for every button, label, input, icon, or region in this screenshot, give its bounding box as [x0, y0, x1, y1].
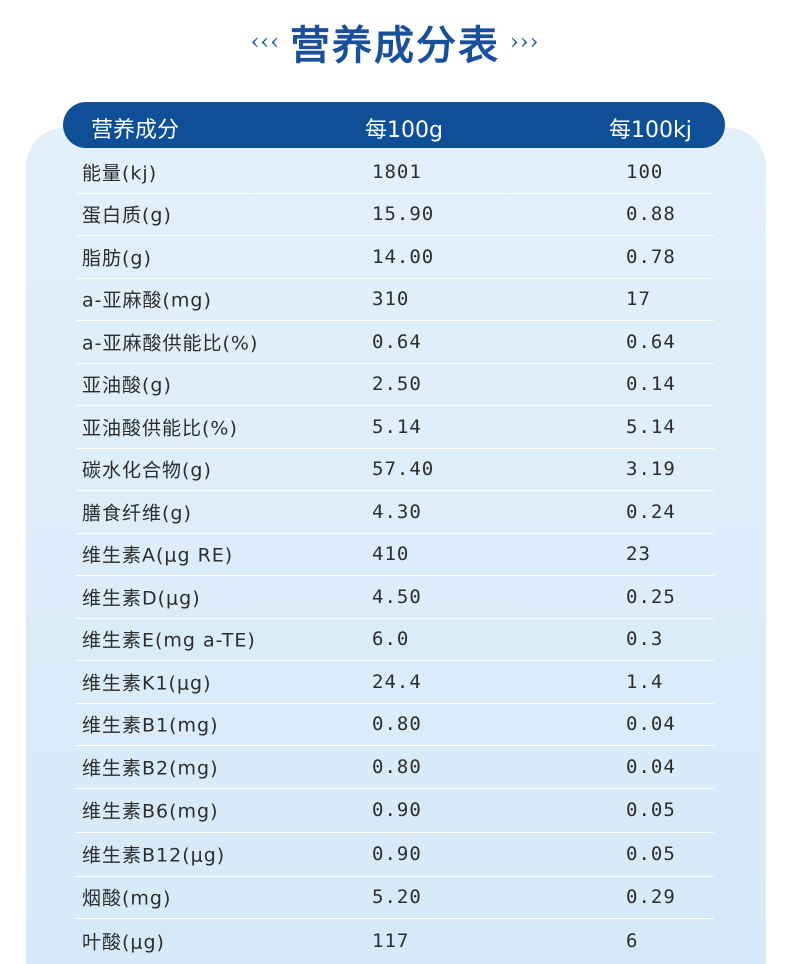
value-per-100g: 0.90	[372, 843, 422, 865]
value-per-100g: 1801	[372, 160, 422, 183]
table-row: 能量(kj) 1801 100	[76, 150, 714, 194]
table-row: 维生素K1(μg) 24.4 1.4	[76, 660, 714, 704]
value-per-100g: 5.20	[372, 886, 422, 908]
value-per-100g: 0.80	[372, 755, 422, 778]
table-row: 烟酸(mg) 5.20 0.29	[76, 876, 714, 919]
value-per-100kj: 3.19	[626, 458, 676, 480]
nutrient-name: 维生素K1(μg)	[82, 672, 212, 694]
table-row: 维生素B12(μg) 0.90 0.05	[76, 832, 714, 877]
nutrient-name: 叶酸(μg)	[82, 931, 165, 954]
table-row: 维生素B2(mg) 0.80 0.04	[76, 745, 714, 789]
value-per-100kj: 0.29	[626, 886, 676, 908]
nutrient-name: 维生素A(μg RE)	[82, 544, 234, 567]
nutrient-name: 亚油酸(g)	[82, 374, 172, 397]
value-per-100kj: 0.88	[626, 203, 676, 225]
value-per-100kj: 100	[626, 160, 664, 183]
value-per-100kj: 1.4	[626, 670, 664, 693]
value-per-100kj: 0.78	[626, 245, 676, 268]
table-row: 维生素D(μg) 4.50 0.25	[76, 575, 714, 619]
table-row: 维生素A(μg RE) 410 23	[76, 533, 714, 576]
value-per-100kj: 0.04	[626, 755, 676, 778]
nutrient-name: 维生素B1(mg)	[82, 714, 219, 737]
header-per-100g: 每100g	[365, 118, 443, 143]
value-per-100g: 24.4	[372, 670, 422, 693]
table-row: a-亚麻酸(mg) 310 17	[76, 278, 714, 321]
value-per-100kj: 0.05	[626, 799, 676, 821]
value-per-100g: 310	[372, 288, 410, 310]
table-row: 脂肪(g) 14.00 0.78	[76, 235, 714, 279]
value-per-100kj: 0.14	[626, 373, 676, 395]
nutrient-name: 维生素B2(mg)	[82, 757, 219, 779]
nutrient-name: a-亚麻酸(mg)	[82, 289, 212, 312]
nutrient-name: 维生素E(mg a-TE)	[82, 629, 256, 652]
nutrient-name: a-亚麻酸供能比(%)	[82, 332, 259, 354]
value-per-100kj: 17	[626, 288, 651, 310]
table-row: 维生素E(mg a-TE) 6.0 0.3	[76, 618, 714, 661]
value-per-100g: 0.80	[372, 713, 422, 735]
nutrient-name: 维生素B6(mg)	[82, 800, 219, 823]
nutrient-name: 脂肪(g)	[82, 247, 152, 269]
header-nutrient: 营养成分	[91, 118, 180, 143]
value-per-100kj: 0.05	[626, 843, 676, 865]
table-row: 膳食纤维(g) 4.30 0.24	[76, 490, 714, 534]
value-per-100g: 14.00	[372, 245, 435, 268]
table-header: 营养成分 每100g 每100kj	[63, 102, 725, 148]
table-row: a-亚麻酸供能比(%) 0.64 0.64	[76, 320, 714, 364]
table-row: 叶酸(μg) 117 6	[76, 918, 714, 964]
value-per-100kj: 0.24	[626, 500, 676, 523]
value-per-100kj: 0.04	[626, 713, 676, 735]
table-row: 维生素B1(mg) 0.80 0.04	[76, 703, 714, 746]
page-title: 营养成分表	[290, 23, 500, 69]
value-per-100kj: 23	[626, 543, 651, 565]
value-per-100g: 6.0	[372, 628, 410, 650]
value-per-100kj: 0.3	[626, 628, 664, 650]
nutrient-name: 烟酸(mg)	[82, 887, 172, 910]
nutrient-name: 维生素D(μg)	[82, 587, 201, 609]
value-per-100g: 410	[372, 543, 410, 565]
page-title-block: ‹‹‹ 营养成分表 ›››	[0, 14, 790, 70]
table-row: 亚油酸供能比(%) 5.14 5.14	[76, 405, 714, 449]
table-row: 碳水化合物(g) 57.40 3.19	[76, 448, 714, 491]
value-per-100g: 117	[372, 930, 410, 952]
nutrient-name: 亚油酸供能比(%)	[82, 417, 238, 439]
table-row: 蛋白质(g) 15.90 0.88	[76, 193, 714, 236]
value-per-100kj: 5.14	[626, 415, 676, 438]
value-per-100g: 57.40	[372, 458, 435, 480]
table-panel	[26, 128, 766, 964]
value-per-100g: 15.90	[372, 203, 435, 225]
value-per-100g: 4.30	[372, 500, 422, 523]
value-per-100kj: 0.64	[626, 330, 676, 353]
chevrons-right-icon: ›››	[510, 29, 540, 55]
value-per-100g: 4.50	[372, 585, 422, 608]
nutrient-name: 能量(kj)	[82, 162, 158, 184]
table-row: 亚油酸(g) 2.50 0.14	[76, 363, 714, 406]
nutrient-name: 蛋白质(g)	[82, 204, 172, 227]
chevrons-left-icon: ‹‹‹	[250, 29, 280, 55]
nutrient-name: 碳水化合物(g)	[82, 459, 212, 482]
nutrient-name: 膳食纤维(g)	[82, 502, 192, 524]
header-per-100kj: 每100kj	[609, 118, 692, 143]
value-per-100g: 0.64	[372, 330, 422, 353]
value-per-100g: 2.50	[372, 373, 422, 395]
value-per-100kj: 0.25	[626, 585, 676, 608]
value-per-100g: 5.14	[372, 415, 422, 438]
value-per-100kj: 6	[626, 930, 639, 952]
nutrient-name: 维生素B12(μg)	[82, 844, 226, 867]
table-row: 维生素B6(mg) 0.90 0.05	[76, 788, 714, 833]
value-per-100g: 0.90	[372, 799, 422, 821]
